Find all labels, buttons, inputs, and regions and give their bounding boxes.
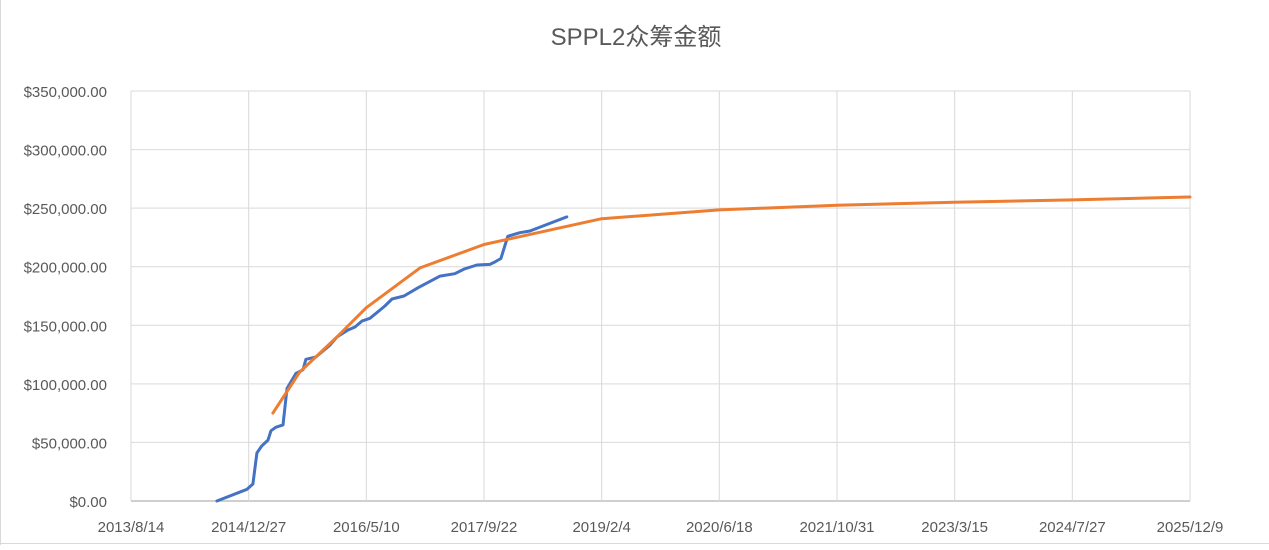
x-tick-label: 2017/9/22: [451, 519, 518, 536]
y-tick-label: $350,000.00: [24, 84, 107, 101]
x-tick-label: 2023/3/15: [921, 519, 988, 536]
series-group: [215, 195, 1192, 503]
trendline: [271, 195, 1192, 415]
y-tick-label: $0.00: [69, 494, 107, 511]
y-axis-tick-labels: $0.00 $50,000.00 $100,000.00 $150,000.00 $20…: [24, 84, 107, 511]
y-tick-label: $50,000.00: [32, 435, 107, 452]
x-tick-label: 2019/2/4: [572, 519, 630, 536]
x-axis-tick-labels: 2013/8/14 2014/12/27 2016/5/10 2017/9/22 201…: [98, 519, 1224, 536]
x-tick-label: 2025/12/9: [1157, 519, 1224, 536]
y-tick-label: $100,000.00: [24, 377, 107, 394]
x-tick-label: 2024/7/27: [1039, 519, 1106, 536]
y-tick-label: $300,000.00: [24, 143, 107, 160]
y-tick-label: $200,000.00: [24, 260, 107, 277]
x-tick-label: 2014/12/27: [211, 519, 286, 536]
y-tick-label: $250,000.00: [24, 201, 107, 218]
x-tick-label: 2020/6/18: [686, 519, 753, 536]
gridlines: [130, 90, 1191, 502]
data-series-line: [215, 215, 569, 503]
x-tick-label: 2021/10/31: [799, 519, 874, 536]
y-tick-label: $150,000.00: [24, 318, 107, 335]
x-tick-label: 2013/8/14: [98, 519, 165, 536]
chart-title: SPPL2众筹金额: [551, 24, 722, 51]
x-tick-label: 2016/5/10: [333, 519, 400, 536]
